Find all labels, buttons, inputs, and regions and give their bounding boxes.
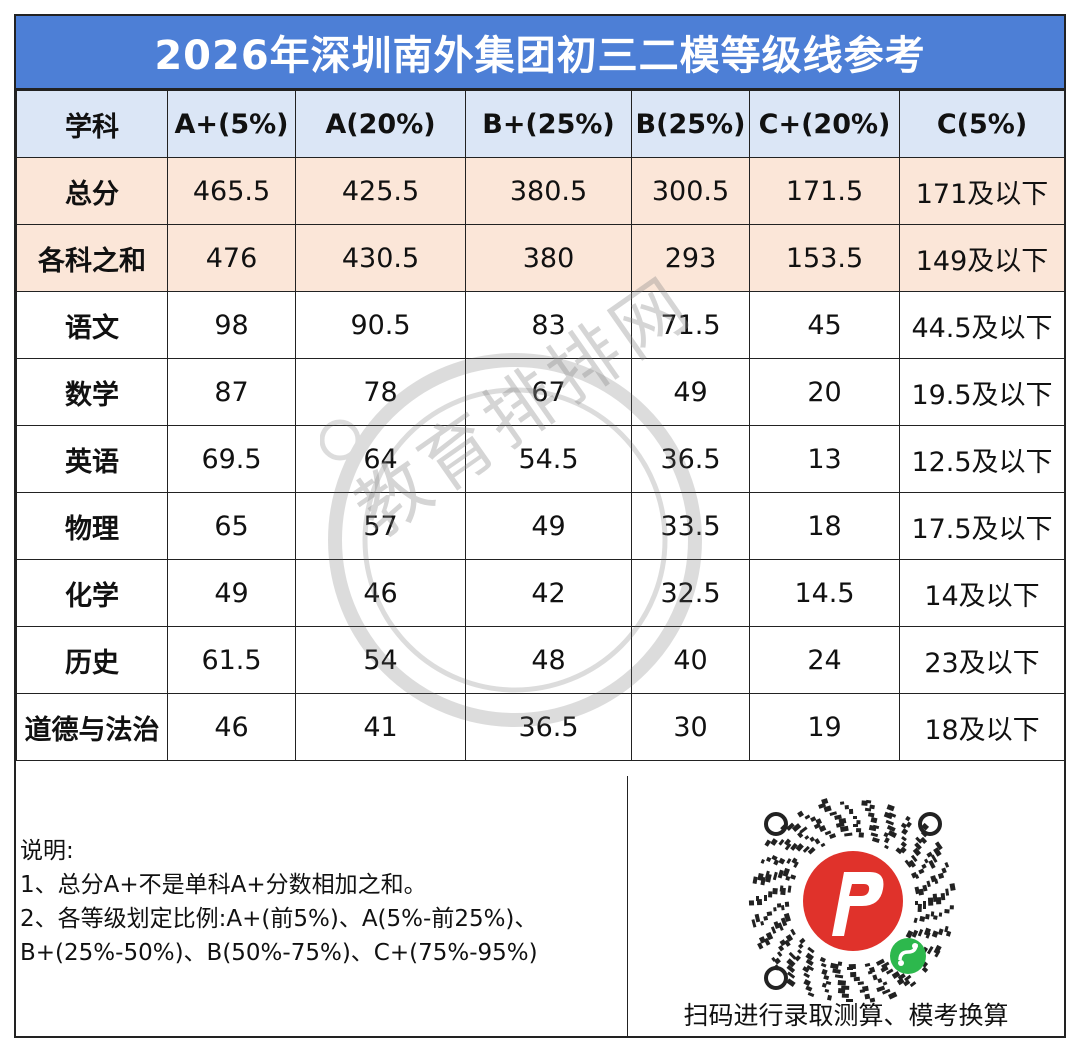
score-cell: 12.5及以下	[899, 425, 1065, 493]
table-row: 英语 69.5 64 54.5 36.5 13 12.5及以下	[16, 425, 1065, 493]
score-cell: 98	[167, 291, 296, 359]
table-row: 总分 465.5 425.5 380.5 300.5 171.5 171及以下	[16, 157, 1065, 225]
notes-line-1: 1、总分A+不是单科A+分数相加之和。	[20, 872, 427, 898]
notes-line-2: 2、各等级划定比例:A+(前5%)、A(5%-前25%)、	[20, 906, 538, 932]
mini-program-icon	[890, 938, 926, 974]
header-subject: 学科	[16, 90, 168, 158]
header-a: A(20%)	[295, 90, 466, 158]
score-cell: 46	[295, 559, 466, 627]
score-cell: 23及以下	[899, 626, 1065, 694]
score-cell: 36.5	[465, 693, 632, 761]
subject-cell: 各科之和	[16, 224, 168, 292]
score-cell: 41	[295, 693, 466, 761]
score-cell: 171.5	[749, 157, 900, 225]
score-cell: 18	[749, 492, 900, 560]
table-row: 道德与法治 46 41 36.5 30 19 18及以下	[16, 693, 1065, 761]
score-cell: 49	[465, 492, 632, 560]
notes-line-3: B+(25%-50%)、B(50%-75%)、C+(75%-95%)	[20, 940, 538, 966]
score-cell: 90.5	[295, 291, 466, 359]
score-cell: 33.5	[631, 492, 750, 560]
grade-sheet: 2026年深圳南外集团初三二模等级线参考 学科 A+(5%) A(20%) B+…	[14, 14, 1066, 1038]
score-cell: 19.5及以下	[899, 358, 1065, 426]
score-cell: 13	[749, 425, 900, 493]
qr-caption: 扫码进行录取测算、模考换算	[683, 1001, 1009, 1030]
notes-heading: 说明:	[20, 838, 74, 864]
subject-cell: 数学	[16, 358, 168, 426]
score-cell: 48	[465, 626, 632, 694]
score-cell: 14及以下	[899, 559, 1065, 627]
score-cell: 54	[295, 626, 466, 694]
score-cell: 14.5	[749, 559, 900, 627]
score-cell: 465.5	[167, 157, 296, 225]
subject-cell: 总分	[16, 157, 168, 225]
table-row: 化学 49 46 42 32.5 14.5 14及以下	[16, 559, 1065, 627]
score-cell: 49	[631, 358, 750, 426]
score-cell: 57	[295, 492, 466, 560]
score-cell: 67	[465, 358, 632, 426]
table-row: 历史 61.5 54 48 40 24 23及以下	[16, 626, 1065, 694]
grade-table: 学科 A+(5%) A(20%) B+(25%) B(25%) C+(20%) …	[16, 90, 1065, 761]
score-cell: 425.5	[295, 157, 466, 225]
subject-cell: 道德与法治	[16, 693, 168, 761]
score-cell: 49	[167, 559, 296, 627]
score-cell: 65	[167, 492, 296, 560]
score-cell: 87	[167, 358, 296, 426]
page-title: 2026年深圳南外集团初三二模等级线参考	[16, 16, 1064, 90]
score-cell: 171及以下	[899, 157, 1065, 225]
score-cell: 17.5及以下	[899, 492, 1065, 560]
header-b: B(25%)	[631, 90, 750, 158]
mini-program-qr-code[interactable]	[748, 796, 958, 1006]
score-cell: 46	[167, 693, 296, 761]
score-cell: 19	[749, 693, 900, 761]
score-cell: 45	[749, 291, 900, 359]
score-cell: 42	[465, 559, 632, 627]
subject-cell: 历史	[16, 626, 168, 694]
score-cell: 30	[631, 693, 750, 761]
table-header-row: 学科 A+(5%) A(20%) B+(25%) B(25%) C+(20%) …	[16, 90, 1065, 158]
score-cell: 54.5	[465, 425, 632, 493]
score-cell: 69.5	[167, 425, 296, 493]
score-cell: 293	[631, 224, 750, 292]
score-cell: 71.5	[631, 291, 750, 359]
subject-cell: 语文	[16, 291, 168, 359]
score-cell: 40	[631, 626, 750, 694]
table-row: 各科之和 476 430.5 380 293 153.5 149及以下	[16, 224, 1065, 292]
subject-cell: 物理	[16, 492, 168, 560]
score-cell: 18及以下	[899, 693, 1065, 761]
header-c: C(5%)	[899, 90, 1065, 158]
score-cell: 380.5	[465, 157, 632, 225]
score-cell: 380	[465, 224, 632, 292]
score-cell: 83	[465, 291, 632, 359]
score-cell: 44.5及以下	[899, 291, 1065, 359]
subject-cell: 英语	[16, 425, 168, 493]
score-cell: 476	[167, 224, 296, 292]
score-cell: 24	[749, 626, 900, 694]
qr-area: 扫码进行录取测算、模考换算	[628, 776, 1064, 1038]
score-cell: 36.5	[631, 425, 750, 493]
score-cell: 78	[295, 358, 466, 426]
logo-p-icon	[803, 851, 903, 951]
score-cell: 430.5	[295, 224, 466, 292]
score-cell: 300.5	[631, 157, 750, 225]
header-a-plus: A+(5%)	[167, 90, 296, 158]
notes: 说明: 1、总分A+不是单科A+分数相加之和。 2、各等级划定比例:A+(前5%…	[16, 776, 628, 1038]
subject-cell: 化学	[16, 559, 168, 627]
table-row: 语文 98 90.5 83 71.5 45 44.5及以下	[16, 291, 1065, 359]
footer: 说明: 1、总分A+不是单科A+分数相加之和。 2、各等级划定比例:A+(前5%…	[16, 776, 1064, 1038]
header-b-plus: B+(25%)	[465, 90, 632, 158]
score-cell: 153.5	[749, 224, 900, 292]
score-cell: 61.5	[167, 626, 296, 694]
score-cell: 149及以下	[899, 224, 1065, 292]
header-c-plus: C+(20%)	[749, 90, 900, 158]
score-cell: 64	[295, 425, 466, 493]
score-cell: 20	[749, 358, 900, 426]
table-row: 物理 65 57 49 33.5 18 17.5及以下	[16, 492, 1065, 560]
score-cell: 32.5	[631, 559, 750, 627]
table-row: 数学 87 78 67 49 20 19.5及以下	[16, 358, 1065, 426]
